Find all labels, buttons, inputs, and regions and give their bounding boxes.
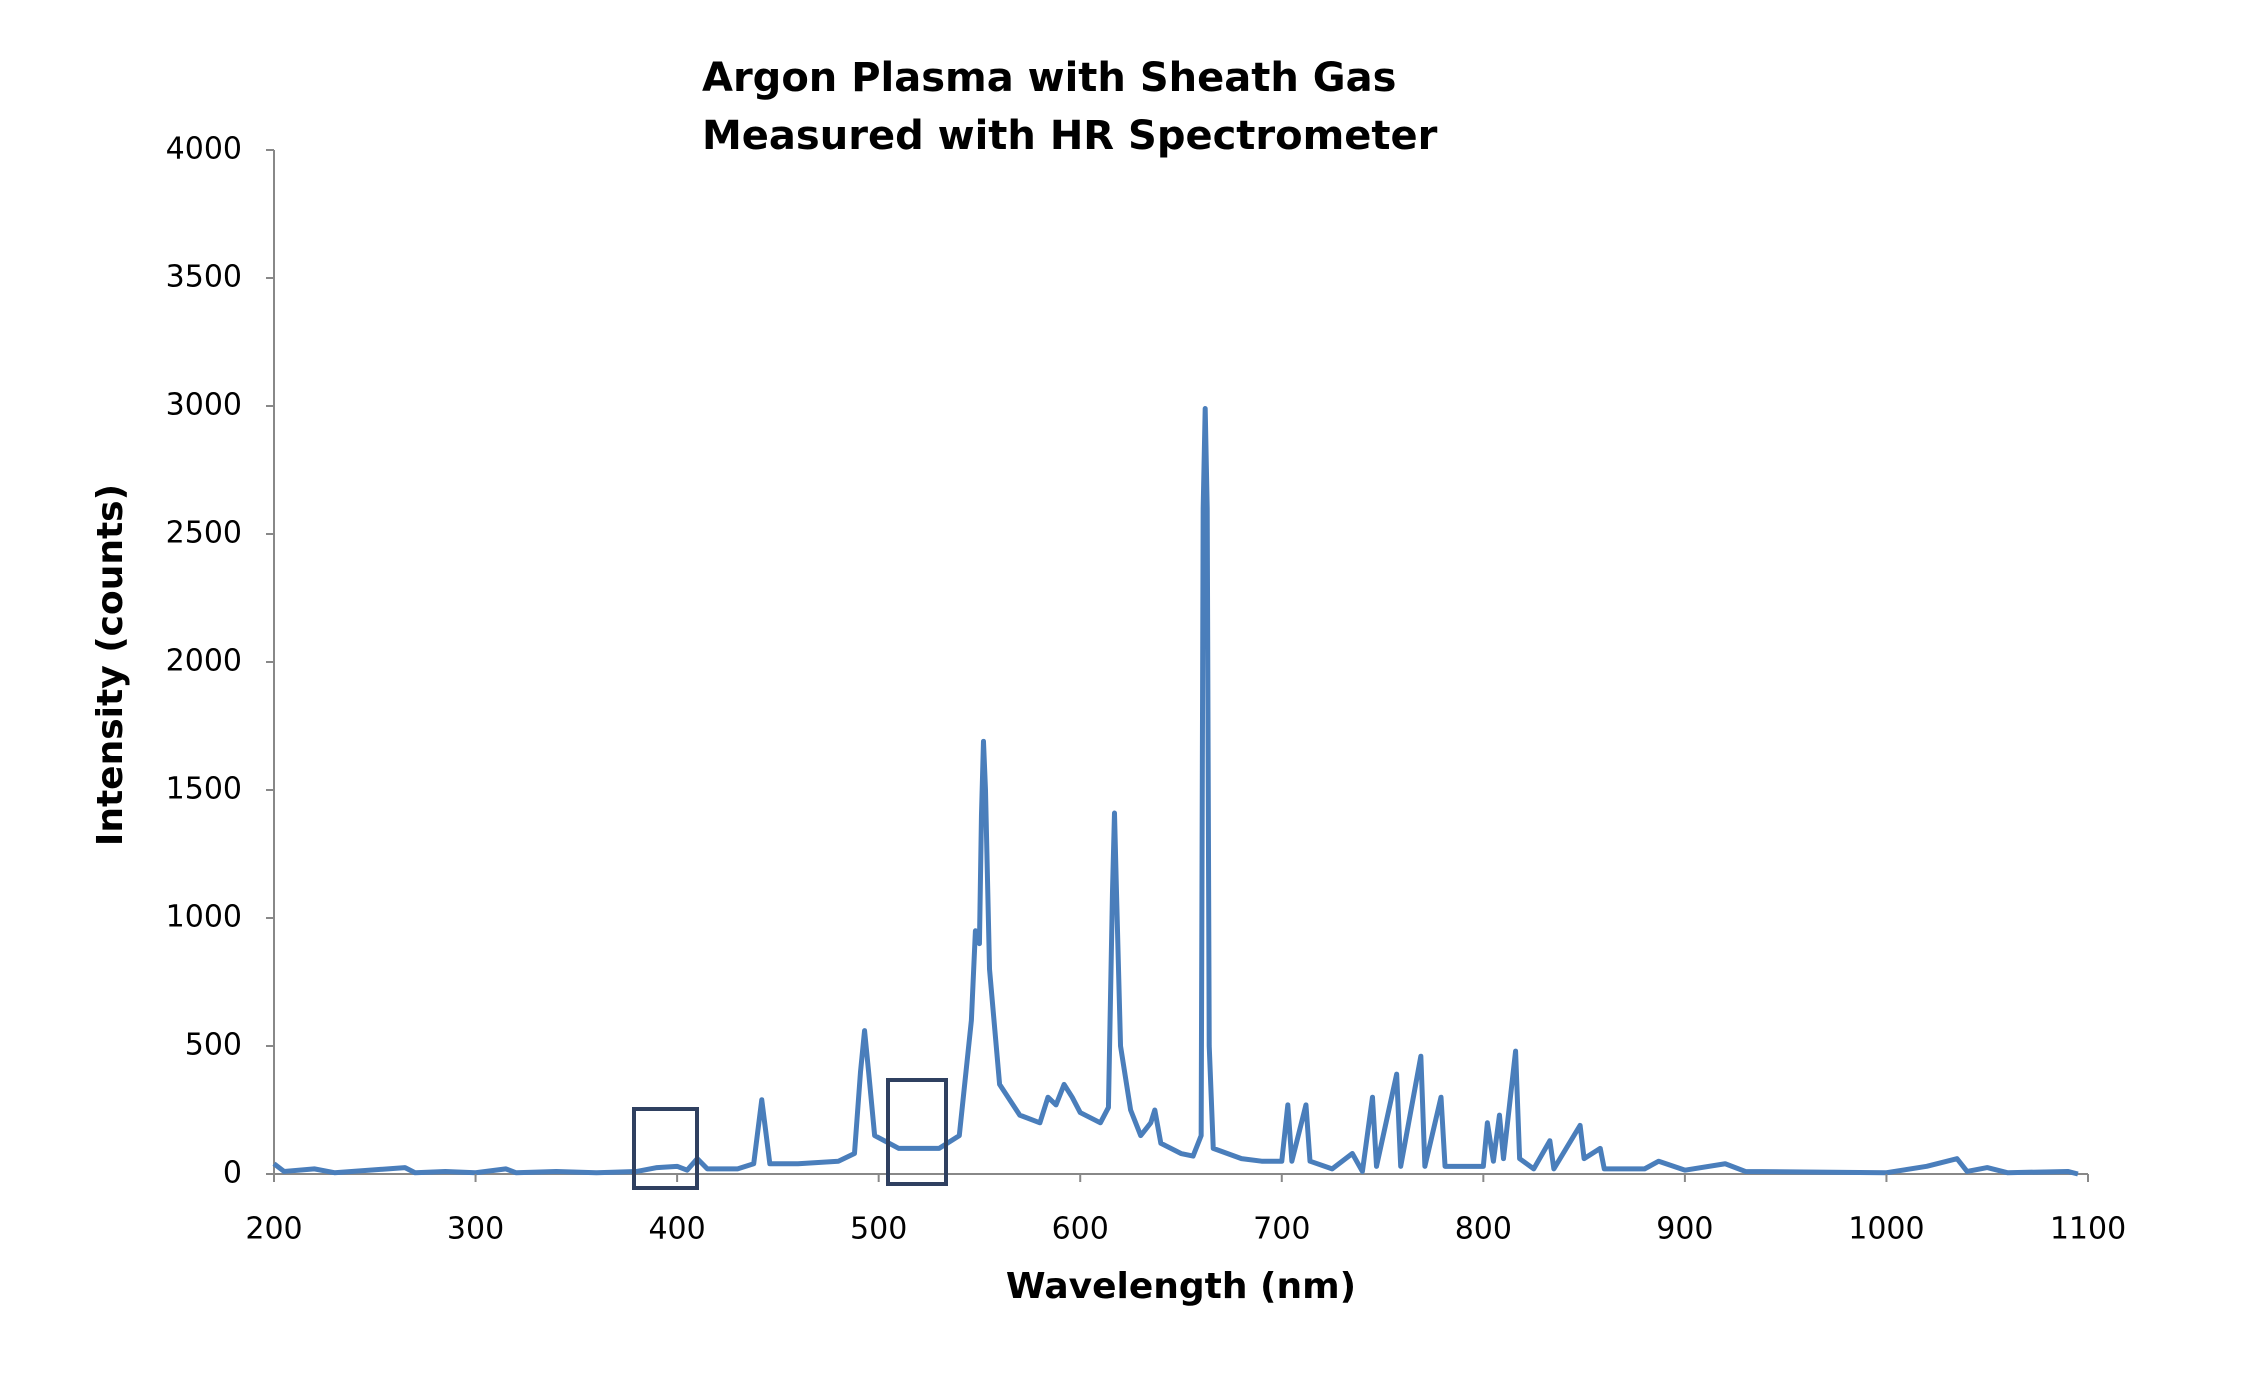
y-tick-label: 1000 xyxy=(166,900,242,935)
y-tick-label: 3000 xyxy=(166,388,242,423)
y-tick-label: 3500 xyxy=(166,260,242,295)
highlight-box xyxy=(886,1078,948,1186)
x-tick-label: 700 xyxy=(1253,1212,1310,1247)
x-tick-label: 1000 xyxy=(1848,1212,1924,1247)
x-tick-label: 800 xyxy=(1455,1212,1512,1247)
spectrum-line xyxy=(272,406,2079,1177)
y-tick-label: 4000 xyxy=(166,132,242,167)
y-tick-label: 0 xyxy=(223,1156,242,1191)
x-tick-label: 500 xyxy=(850,1212,907,1247)
highlight-box xyxy=(632,1107,699,1190)
chart-subtitle: Measured with HR Spectrometer xyxy=(702,113,1438,159)
x-tick-label: 600 xyxy=(1052,1212,1109,1247)
y-tick-label: 500 xyxy=(185,1028,242,1063)
y-tick-label: 1500 xyxy=(166,772,242,807)
x-tick-label: 1100 xyxy=(2050,1212,2126,1247)
x-tick-label: 900 xyxy=(1656,1212,1713,1247)
y-axis-title: Intensity (counts) xyxy=(90,484,131,846)
x-tick-label: 400 xyxy=(648,1212,705,1247)
x-tick-label: 200 xyxy=(245,1212,302,1247)
plot-area xyxy=(272,406,2079,1177)
chart-title: Argon Plasma with Sheath Gas xyxy=(702,55,1396,101)
y-tick-label: 2500 xyxy=(166,516,242,551)
y-tick-label: 2000 xyxy=(166,644,242,679)
x-tick-label: 300 xyxy=(447,1212,504,1247)
x-axis-title: Wavelength (nm) xyxy=(1006,1266,1356,1307)
